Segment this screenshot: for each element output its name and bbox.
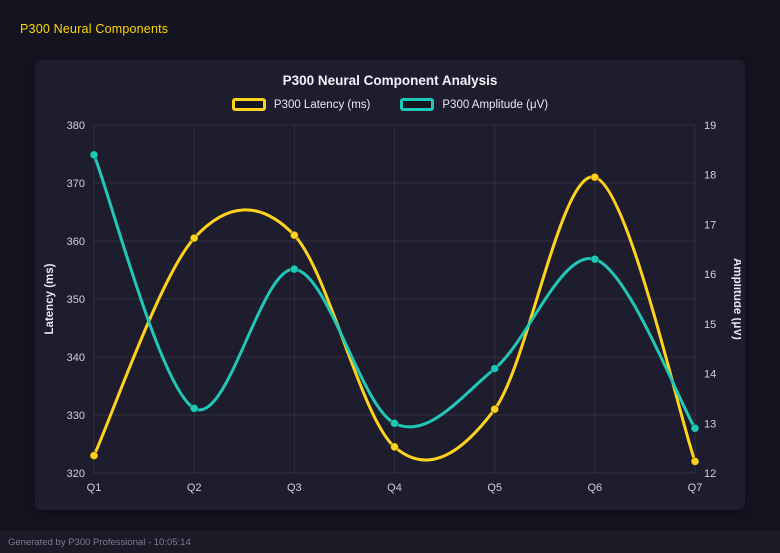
data-point [490, 364, 500, 374]
data-point [490, 404, 500, 414]
left-tick-label: 380 [67, 120, 85, 132]
right-tick-label: 19 [704, 120, 716, 132]
right-tick-label: 12 [704, 468, 716, 480]
right-tick-label: 15 [704, 319, 716, 331]
legend-label-amplitude: P300 Amplitude (μV) [442, 98, 549, 111]
data-point [390, 418, 399, 428]
left-tick-label: 360 [67, 236, 85, 248]
x-tick-label: Q4 [387, 482, 402, 494]
data-point [590, 254, 600, 264]
chart-title: P300 Neural Component Analysis [282, 73, 498, 88]
chart-panel: P300 Neural Component Analysis P300 Late… [35, 60, 745, 510]
x-tick-label: Q5 [487, 482, 502, 494]
left-tick-label: 350 [67, 294, 85, 306]
x-tick-label: Q2 [187, 482, 202, 494]
left-tick-label: 370 [67, 178, 85, 190]
footer-bar: Generated by P300 Professional - 10:05:1… [0, 531, 780, 553]
legend-item-amplitude[interactable]: P300 Amplitude (μV) [400, 98, 548, 111]
right-tick-label: 14 [704, 369, 716, 381]
latency-swatch-icon [231, 98, 266, 111]
left-tick-label: 320 [67, 468, 85, 480]
page-title: P300 Neural Components [20, 22, 169, 36]
legend-label-latency: P300 Latency (ms) [273, 98, 371, 111]
x-tick-label: Q3 [287, 482, 302, 494]
right-tick-label: 13 [704, 418, 716, 430]
left-axis-title: Latency (ms) [44, 263, 56, 334]
right-tick-label: 16 [704, 269, 716, 281]
data-point [690, 456, 700, 466]
left-tick-label: 340 [67, 352, 85, 364]
data-point [89, 150, 99, 160]
left-tick-label: 330 [67, 410, 85, 422]
x-tick-label: Q7 [688, 482, 703, 494]
data-point [189, 233, 199, 243]
right-axis-title: Amplitude (μV) [731, 258, 741, 340]
right-tick-label: 17 [704, 219, 716, 231]
data-point [189, 403, 199, 413]
amplitude-swatch-icon [400, 98, 435, 111]
data-point [289, 264, 299, 274]
legend-item-latency[interactable]: P300 Latency (ms) [231, 98, 371, 111]
data-point [590, 172, 600, 182]
x-tick-label: Q6 [587, 482, 602, 494]
chart-legend: P300 Latency (ms) P300 Amplitude (μV) [35, 98, 745, 111]
data-point [390, 442, 399, 452]
line-chart: 320 330 340 350 360 370 380 12 13 14 15 16 17 18 19 Q1 Q… [44, 120, 741, 494]
x-tick-label: Q1 [87, 482, 102, 494]
right-tick-label: 18 [704, 170, 716, 182]
data-point [690, 423, 700, 433]
footer-text: Generated by P300 Professional - 10:05:1… [8, 536, 191, 548]
data-point [89, 451, 99, 461]
data-point [289, 230, 299, 240]
